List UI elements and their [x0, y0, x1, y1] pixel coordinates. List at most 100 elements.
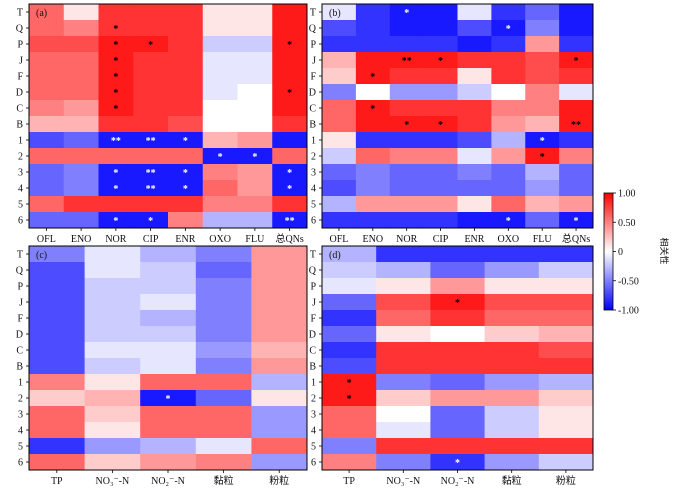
heatmap-cell	[484, 310, 540, 327]
heatmap-cell	[84, 390, 141, 407]
x-tick-label: 黏粒	[214, 474, 234, 487]
heatmap-cell	[237, 196, 273, 213]
significance-mark: *	[347, 378, 352, 389]
significance-mark: *	[455, 458, 460, 469]
heatmap-cell	[272, 68, 308, 85]
heatmap-cell	[272, 132, 308, 149]
x-tick-label: NO₃⁻-N	[386, 476, 420, 487]
significance-mark: *	[148, 216, 153, 227]
y-tick-label: 4	[18, 426, 23, 437]
heatmap-cell	[322, 326, 377, 343]
y-tick-label: B	[309, 362, 316, 373]
significance-mark: *	[287, 88, 292, 99]
heatmap-cell	[29, 36, 65, 53]
x-tick-label: 总QNs	[562, 232, 590, 245]
significance-mark: *	[455, 298, 460, 309]
heatmap-cell	[84, 438, 141, 455]
x-tick-label: 总QNs	[275, 232, 303, 245]
heatmap-cell	[168, 148, 204, 165]
heatmap-cell	[168, 196, 204, 213]
heatmap-cell	[389, 196, 425, 213]
heatmap-cell	[538, 454, 594, 471]
significance-mark: *	[574, 56, 579, 67]
heatmap-cell	[491, 68, 526, 85]
significance-mark: **	[111, 136, 121, 147]
heatmap-cell	[63, 4, 99, 21]
heatmap-cell	[140, 278, 197, 295]
heatmap-cell	[140, 422, 197, 439]
heatmap-cell	[168, 68, 204, 85]
x-tick-label: TP	[343, 476, 355, 487]
heatmap-cell	[322, 294, 377, 311]
y-tick-label: J	[312, 298, 316, 309]
y-tick-label: C	[16, 104, 23, 115]
heatmap-cell	[559, 36, 594, 53]
heatmap-cell	[272, 180, 308, 197]
x-tick-label: CIP	[433, 234, 449, 245]
significance-mark: **	[146, 136, 156, 147]
significance-mark: *	[183, 184, 188, 195]
heatmap-cell	[84, 358, 141, 375]
x-tick-label: CIP	[143, 234, 159, 245]
heatmap-cell	[202, 20, 238, 37]
heatmap-cell	[484, 438, 540, 455]
heatmap-cell	[237, 68, 273, 85]
heatmap-cell	[195, 438, 252, 455]
heatmap-cell	[168, 52, 204, 69]
heatmap-cell	[140, 246, 197, 263]
heatmap-cell	[237, 84, 273, 101]
heatmap-cell	[98, 180, 134, 197]
heatmap-cell	[63, 52, 99, 69]
heatmap-cell	[322, 358, 377, 375]
heatmap-cell	[430, 422, 485, 439]
x-tick-label: FLU	[533, 234, 553, 245]
heatmap-cell	[202, 212, 238, 229]
heatmap-cell	[491, 100, 526, 117]
heatmap-cell	[423, 36, 458, 53]
heatmap-cell	[251, 294, 308, 311]
significance-mark: *	[113, 216, 118, 227]
y-tick-label: P	[17, 282, 23, 293]
heatmap-cell	[272, 52, 308, 69]
heatmap-cell	[423, 212, 458, 229]
heatmap-cell	[525, 84, 560, 101]
heatmap-cell	[430, 326, 485, 343]
significance-mark: *	[540, 152, 545, 163]
heatmap-cell	[84, 374, 141, 391]
heatmap-cell	[322, 310, 377, 327]
y-tick-label: 5	[311, 442, 316, 453]
heatmap-cell	[376, 294, 431, 311]
significance-mark: *	[574, 216, 579, 227]
y-tick-label: F	[17, 314, 23, 325]
heatmap-cell	[322, 342, 377, 359]
heatmap-cell	[389, 148, 425, 165]
heatmap-panel-1: ** * **** **** ** ** ** ** * ** ** * ** * **TQPJFDCB12…	[16, 3, 308, 245]
heatmap-cell	[251, 246, 308, 263]
heatmap-cell	[237, 116, 273, 133]
significance-mark: *	[183, 136, 188, 147]
heatmap-cell	[63, 148, 99, 165]
heatmap-cell	[29, 180, 65, 197]
heatmap-cell	[538, 246, 594, 263]
heatmap-cell	[525, 4, 560, 21]
y-tick-label: 4	[311, 426, 316, 437]
heatmap-cell	[98, 68, 134, 85]
heatmap-cell	[484, 358, 540, 375]
y-tick-label: 3	[18, 168, 23, 179]
heatmap-cell	[29, 196, 65, 213]
heatmap-cell	[457, 212, 492, 229]
heatmap-cell	[133, 180, 169, 197]
significance-mark: *	[166, 394, 171, 405]
heatmap-cell	[63, 212, 99, 229]
significance-mark: *	[506, 24, 511, 35]
heatmap-cell	[251, 262, 308, 279]
heatmap-cell	[538, 358, 594, 375]
y-tick-label: B	[16, 120, 23, 131]
heatmap-cell	[195, 454, 252, 471]
y-tick-label: P	[310, 40, 316, 51]
heatmap-cell	[202, 68, 238, 85]
heatmap-cell	[168, 164, 204, 181]
y-tick-label: 4	[18, 184, 23, 195]
heatmap-cell	[63, 164, 99, 181]
colorbar-tick-label: -0.50	[618, 276, 639, 287]
